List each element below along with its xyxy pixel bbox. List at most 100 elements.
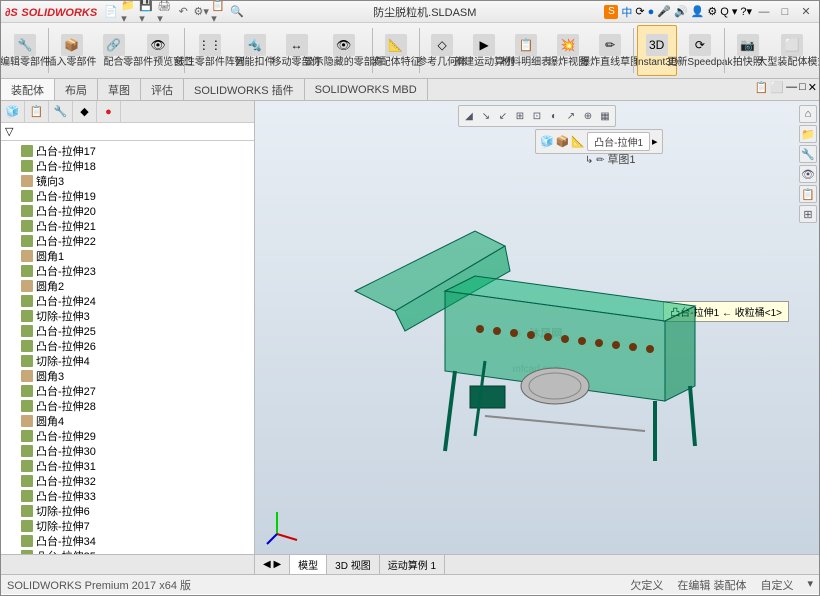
ribbon-15[interactable]: ⟳更新Speedpak: [679, 25, 722, 76]
btab-motion[interactable]: 运动算例 1: [380, 555, 445, 574]
tab-3[interactable]: 评估: [141, 79, 184, 100]
tree-item[interactable]: 凸台-拉伸35: [1, 548, 254, 554]
bc-ico-3[interactable]: 📐: [571, 135, 585, 148]
tree-item[interactable]: 镜向3: [1, 173, 254, 188]
ribbon-4[interactable]: ⋮⋮线性零部件阵列: [187, 25, 232, 76]
vt-5[interactable]: ⊡: [529, 108, 545, 124]
tp-2[interactable]: 📁: [799, 125, 817, 143]
icon-6[interactable]: ⚙: [707, 5, 717, 18]
icon-2[interactable]: ●: [648, 6, 655, 18]
bc-ico-2[interactable]: 📦: [556, 135, 570, 148]
ribbon-9[interactable]: ◇参考几何体: [422, 25, 462, 76]
icon-1[interactable]: ⟳: [635, 5, 644, 18]
lang-cn[interactable]: 中: [621, 4, 632, 20]
rebuild-icon[interactable]: 📋▾: [211, 4, 227, 20]
bc-ico-1[interactable]: 🧊: [540, 135, 554, 148]
tree-item[interactable]: 凸台-拉伸18: [1, 158, 254, 173]
tree-item[interactable]: 凸台-拉伸28: [1, 398, 254, 413]
status-caret[interactable]: ▾: [807, 577, 813, 593]
new-icon[interactable]: 📄: [103, 4, 119, 20]
tree-item[interactable]: 圆角4: [1, 413, 254, 428]
vt-9[interactable]: ▦: [597, 108, 613, 124]
tree-item[interactable]: 凸台-拉伸26: [1, 338, 254, 353]
tree-item[interactable]: 凸台-拉伸29: [1, 428, 254, 443]
tree-item[interactable]: 凸台-拉伸33: [1, 488, 254, 503]
ribbon-5[interactable]: 🔩智能扣件: [235, 25, 275, 76]
tab-opt-1[interactable]: 📋: [755, 81, 769, 98]
ribbon-11[interactable]: 📋材料明细表: [506, 25, 546, 76]
undo-icon[interactable]: ↶: [175, 4, 191, 20]
tp-4[interactable]: 👁: [799, 165, 817, 183]
tab-opt-5[interactable]: ✕: [808, 81, 817, 98]
icon-4[interactable]: 🔊: [674, 5, 688, 18]
close-button[interactable]: ✕: [797, 5, 815, 19]
tab-opt-2[interactable]: ⬜: [770, 81, 784, 98]
ribbon-3[interactable]: 👁零部件预览窗口: [136, 25, 181, 76]
tab-5[interactable]: SOLIDWORKS MBD: [305, 79, 428, 100]
tree-item[interactable]: 凸台-拉伸23: [1, 263, 254, 278]
vt-3[interactable]: ↙: [495, 108, 511, 124]
breadcrumb[interactable]: 凸台-拉伸1: [587, 132, 650, 151]
save-icon[interactable]: 💾▾: [139, 4, 155, 20]
tab-2[interactable]: 草图: [98, 79, 141, 100]
ribbon-8[interactable]: 📐装配体特征: [376, 25, 416, 76]
tree-item[interactable]: 凸台-拉伸19: [1, 188, 254, 203]
tab-opt-4[interactable]: □: [799, 81, 806, 98]
tree-item[interactable]: 凸台-拉伸21: [1, 218, 254, 233]
ribbon-17[interactable]: ⬜大型装配体模式: [770, 25, 815, 76]
tree-item[interactable]: 凸台-拉伸25: [1, 323, 254, 338]
ribbon-14[interactable]: 3DInstant3D: [637, 25, 677, 76]
search-icon[interactable]: Q: [720, 6, 729, 18]
feature-tree[interactable]: 凸台-拉伸17凸台-拉伸18镜向3凸台-拉伸19凸台-拉伸20凸台-拉伸21凸台…: [1, 141, 254, 554]
maximize-button[interactable]: □: [776, 5, 794, 19]
vt-1[interactable]: ◢: [461, 108, 477, 124]
tp-5[interactable]: 📋: [799, 185, 817, 203]
filter-bar[interactable]: ▽: [1, 123, 254, 141]
tp-6[interactable]: ⊞: [799, 205, 817, 223]
dim-tab[interactable]: ◆: [73, 101, 97, 122]
tree-item[interactable]: 切除-拉伸3: [1, 308, 254, 323]
icon-5[interactable]: 👤: [691, 5, 705, 18]
ribbon-6[interactable]: ↔移动零部件: [277, 25, 317, 76]
feature-tree-tab[interactable]: 🧊: [1, 101, 25, 122]
tree-item[interactable]: 凸台-拉伸22: [1, 233, 254, 248]
tree-item[interactable]: 切除-拉伸7: [1, 518, 254, 533]
tree-item[interactable]: 凸台-拉伸34: [1, 533, 254, 548]
tree-item[interactable]: 切除-拉伸4: [1, 353, 254, 368]
minimize-button[interactable]: —: [755, 5, 773, 19]
print-icon[interactable]: 🖨▾: [157, 4, 173, 20]
vt-2[interactable]: ↘: [478, 108, 494, 124]
ribbon-2[interactable]: 🔗配合: [94, 25, 134, 76]
search-badge[interactable]: S: [604, 5, 618, 19]
tree-item[interactable]: 凸台-拉伸31: [1, 458, 254, 473]
btab-3dview[interactable]: 3D 视图: [327, 555, 380, 574]
tp-3[interactable]: 🔧: [799, 145, 817, 163]
vt-7[interactable]: ↗: [563, 108, 579, 124]
tab-1[interactable]: 布局: [55, 79, 98, 100]
tree-item[interactable]: 凸台-拉伸32: [1, 473, 254, 488]
open-icon[interactable]: 📁▾: [121, 4, 137, 20]
help-icon[interactable]: ?▾: [740, 5, 752, 18]
ribbon-0[interactable]: 🔧编辑零部件: [5, 25, 45, 76]
tree-item[interactable]: 凸台-拉伸20: [1, 203, 254, 218]
vt-8[interactable]: ⊕: [580, 108, 596, 124]
btab-model[interactable]: 模型: [290, 555, 327, 574]
tp-1[interactable]: ⌂: [799, 105, 817, 123]
tree-item[interactable]: 凸台-拉伸27: [1, 383, 254, 398]
tree-item[interactable]: 圆角1: [1, 248, 254, 263]
icon-3[interactable]: 🎤: [657, 5, 671, 18]
property-tab[interactable]: 📋: [25, 101, 49, 122]
vt-6[interactable]: ◐: [546, 108, 562, 124]
btab-arrows[interactable]: ◀ ▶: [255, 555, 290, 574]
options-icon[interactable]: 🔍: [229, 4, 245, 20]
ribbon-13[interactable]: ✏爆炸直线草图: [590, 25, 630, 76]
ribbon-10[interactable]: ▶新建运动算例: [464, 25, 504, 76]
graphics-viewport[interactable]: ◢↘ ↙⊞ ⊡◐ ↗⊕ ▦ 🧊 📦 📐 凸台-拉伸1 ▸ ↳ ✏ 草图1 ⌂📁 …: [255, 101, 819, 554]
orientation-triad[interactable]: [263, 506, 303, 546]
tab-opt-3[interactable]: —: [786, 81, 797, 98]
tree-item[interactable]: 凸台-拉伸30: [1, 443, 254, 458]
tree-item[interactable]: 凸台-拉伸17: [1, 143, 254, 158]
ribbon-7[interactable]: 👁显示隐藏的零部件: [319, 25, 370, 76]
tree-item[interactable]: 圆角2: [1, 278, 254, 293]
ribbon-1[interactable]: 📦插入零部件: [52, 25, 92, 76]
